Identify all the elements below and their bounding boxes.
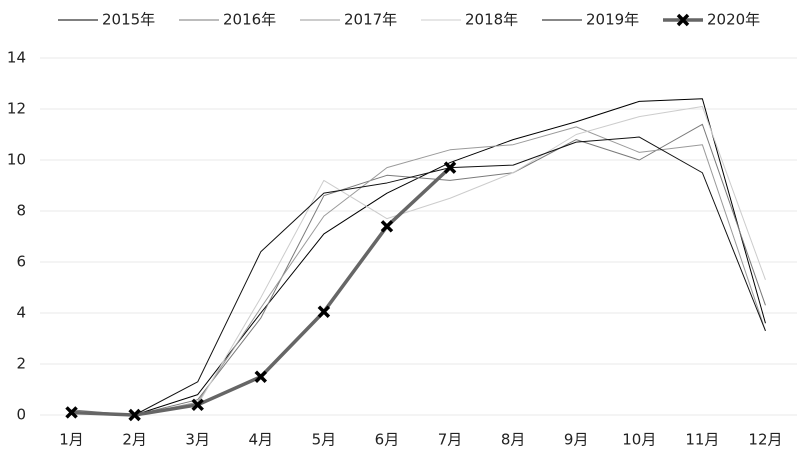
y-tick-label: 6 xyxy=(16,253,26,271)
data-marker xyxy=(443,161,457,174)
x-tick-label: 4月 xyxy=(249,431,274,449)
y-tick-label: 12 xyxy=(7,100,26,118)
y-tick-label: 10 xyxy=(7,151,26,169)
x-tick-label: 2月 xyxy=(122,431,147,449)
x-tick-label: 12月 xyxy=(748,431,782,449)
legend-label: 2018年 xyxy=(465,11,518,29)
legend-label: 2016年 xyxy=(223,11,276,29)
legend-item: 2017年 xyxy=(300,11,397,29)
y-tick-label: 14 xyxy=(7,49,26,67)
x-tick-label: 8月 xyxy=(501,431,526,449)
data-marker xyxy=(128,408,141,422)
legend-item: 2020年 xyxy=(663,11,760,29)
legend-item: 2019年 xyxy=(542,11,639,29)
data-marker xyxy=(254,370,268,383)
legend-item: 2016年 xyxy=(179,11,276,29)
x-tick-label: 10月 xyxy=(622,431,656,449)
x-tick-label: 9月 xyxy=(564,431,589,449)
data-marker xyxy=(380,220,394,233)
legend-label: 2015年 xyxy=(102,11,155,29)
x-tick-label: 5月 xyxy=(312,431,337,449)
data-marker xyxy=(317,305,331,318)
x-tick-label: 1月 xyxy=(59,431,84,449)
legend-item: 2015年 xyxy=(58,11,155,29)
legend-label: 2019年 xyxy=(586,11,639,29)
legend-marker xyxy=(676,13,690,27)
y-tick-label: 4 xyxy=(16,304,26,322)
x-tick-label: 7月 xyxy=(438,431,463,449)
data-marker xyxy=(191,398,204,412)
legend-label: 2020年 xyxy=(707,11,760,29)
y-tick-label: 8 xyxy=(16,202,26,220)
y-tick-label: 0 xyxy=(16,406,26,424)
series-line xyxy=(71,126,766,416)
legend-item: 2018年 xyxy=(421,11,518,29)
x-tick-label: 6月 xyxy=(375,431,400,449)
series-line xyxy=(71,105,766,416)
x-tick-label: 11月 xyxy=(685,431,719,449)
series-line xyxy=(71,136,766,416)
series-line xyxy=(71,98,766,416)
y-tick-label: 2 xyxy=(16,355,26,373)
series-line xyxy=(71,123,766,416)
data-marker xyxy=(65,406,78,419)
x-tick-label: 3月 xyxy=(185,431,210,449)
legend-label: 2017年 xyxy=(344,11,397,29)
